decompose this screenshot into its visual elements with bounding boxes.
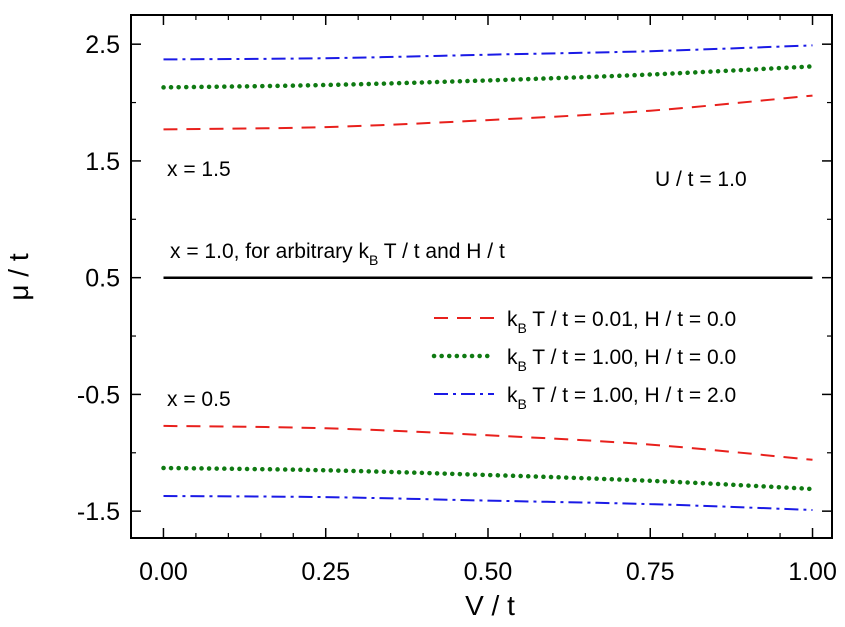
x-tick-label: 0.75	[626, 558, 675, 586]
y-axis-title: μ / t	[3, 253, 34, 300]
legend: kB T / t = 0.01, H / t = 0.0kB T / t = 1…	[431, 308, 736, 412]
y-tick-label: 2.5	[85, 31, 120, 59]
x-tick-label: 0.00	[139, 558, 188, 586]
legend-label: kB T / t = 1.00, H / t = 0.0	[507, 346, 736, 374]
annotation-x10-sub: B	[369, 252, 378, 268]
legend-label-part: T / t = 1.00, H / t = 0.0	[527, 346, 736, 369]
legend-label: kB T / t = 0.01, H / t = 0.0	[507, 308, 736, 336]
annotation-x15: x = 1.5	[167, 158, 231, 181]
annotation-x10-prefix: x = 1.0, for arbitrary k	[170, 240, 369, 263]
annotation-x10: x = 1.0, for arbitrary kB T / t and H / …	[170, 240, 505, 268]
y-tick-label: 1.5	[85, 148, 120, 176]
x-axis-title: V / t	[465, 590, 515, 621]
x-tick-label: 0.25	[301, 558, 350, 586]
legend-label-part: T / t = 0.01, H / t = 0.0	[527, 308, 736, 331]
legend-label-sub: B	[518, 320, 527, 336]
legend-label-sub: B	[518, 358, 527, 374]
legend-label-part: k	[507, 346, 518, 369]
y-tick-label: -0.5	[77, 381, 120, 409]
series-0-lower-line	[163, 424, 813, 461]
series-2-upper-line	[163, 44, 813, 61]
x-tick-label: 1.00	[788, 558, 837, 586]
y-tick-label: 0.5	[85, 265, 120, 293]
legend-label-part: T / t = 1.00, H / t = 2.0	[527, 384, 736, 407]
plot-frame	[130, 14, 833, 539]
series-1-lower-line	[161, 465, 815, 492]
legend-label: kB T / t = 1.00, H / t = 2.0	[507, 384, 736, 412]
series-1-upper-line	[161, 64, 815, 90]
series-0-upper-line	[163, 94, 813, 131]
legend-label-sub: B	[518, 396, 527, 412]
annotation-u: U / t = 1.0	[655, 168, 747, 191]
legend-label-part: k	[507, 384, 518, 407]
annotation-x05: x = 0.5	[167, 388, 231, 411]
legend-label-part: k	[507, 308, 518, 331]
x-tick-label: 0.50	[464, 558, 513, 586]
annotation-x10-suffix: T / t and H / t	[378, 240, 505, 263]
series-2-lower-line	[163, 495, 813, 511]
y-tick-label: -1.5	[77, 498, 120, 526]
